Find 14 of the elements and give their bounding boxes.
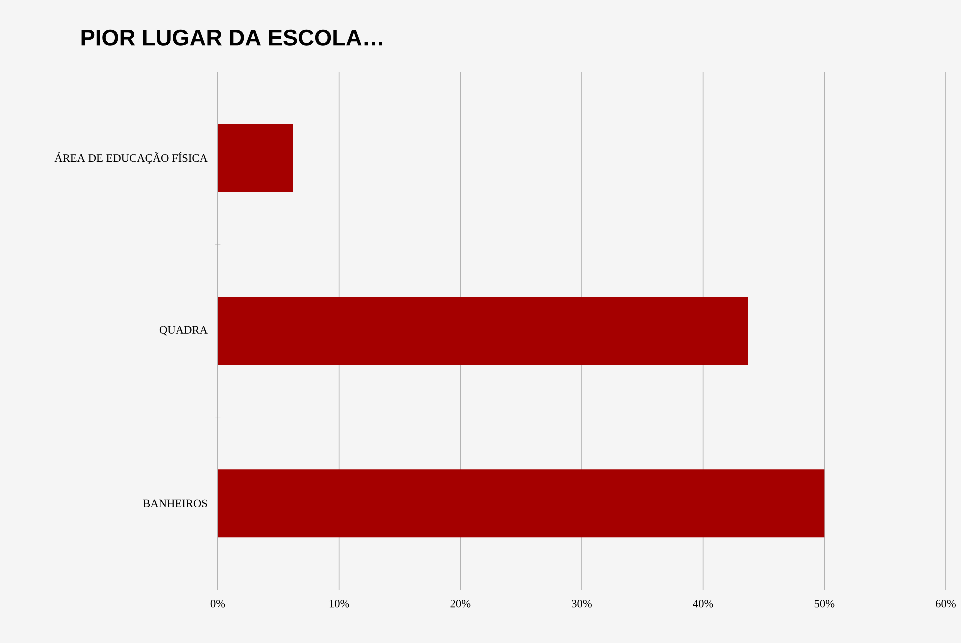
x-tick-label: 40% [693,600,714,608]
y-tick-label: ÁREA DE EDUCAÇÃO FÍSICA [54,152,208,164]
bar [218,470,825,538]
bar [218,124,294,192]
y-tick-label: QUADRA [160,326,208,336]
chart-title: PIOR LUGAR DA ESCOLA… [82,30,382,46]
x-tick-label: 30% [572,600,592,608]
x-tick-label: 10% [330,600,350,608]
bar [218,296,748,365]
x-tick-label: 50% [814,600,835,608]
x-tick-label: 20% [450,600,471,608]
x-tick-label: 60% [936,600,956,608]
y-tick-label: BANHEIROS [143,500,208,508]
x-tick-label: 0% [210,600,226,608]
